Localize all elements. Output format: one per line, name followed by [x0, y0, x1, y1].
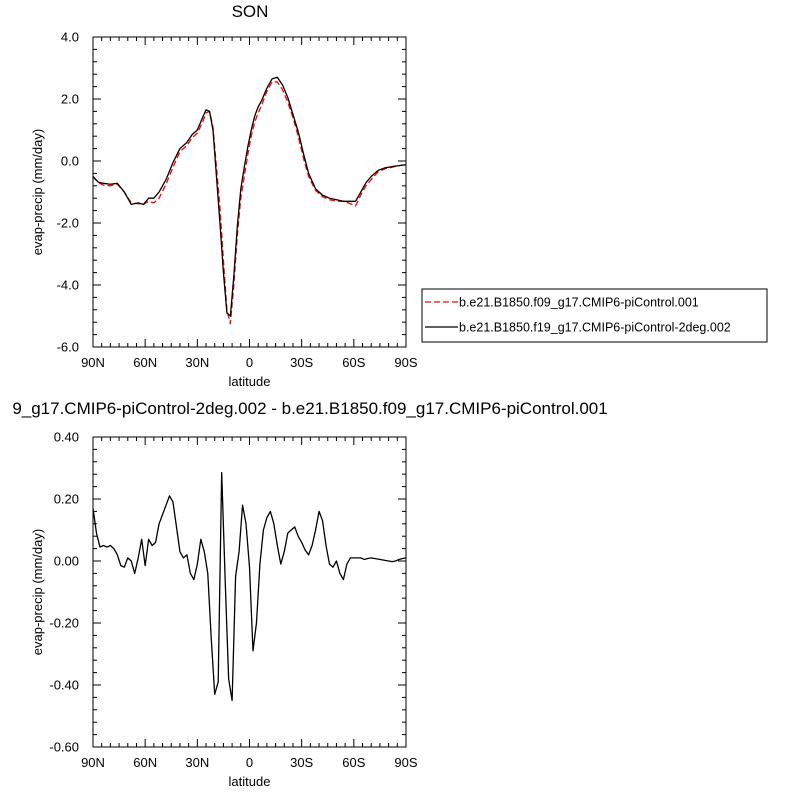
- y-tick-label: -0.40: [49, 678, 79, 693]
- legend-label-2: b.e21.B1850.f19_g17.CMIP6-piControl-2deg…: [459, 321, 731, 335]
- y-tick-label: 0.40: [54, 430, 79, 445]
- x-tick-label: 30N: [185, 355, 209, 370]
- y-tick-label: 0.20: [54, 492, 79, 507]
- chart-title: 9_g17.CMIP6-piControl-2deg.002 - b.e21.B…: [12, 399, 607, 418]
- x-axis-label: latitude: [229, 374, 271, 389]
- y-axis-label: evap-precip (mm/day): [30, 529, 45, 655]
- x-tick-label: 90N: [81, 355, 105, 370]
- y-tick-label: -6.0: [57, 340, 79, 355]
- x-tick-label: 60S: [342, 755, 365, 770]
- legend: b.e21.B1850.f09_g17.CMIP6-piControl.001b…: [421, 288, 768, 343]
- x-tick-label: 60S: [342, 355, 365, 370]
- y-tick-label: -0.60: [49, 740, 79, 755]
- series-line-1: [93, 81, 406, 325]
- series-line-1: [93, 472, 406, 702]
- legend-box: [421, 288, 768, 343]
- y-tick-label: -4.0: [57, 278, 79, 293]
- y-tick-label: 4.0: [61, 30, 79, 45]
- chart-title: SON: [232, 2, 269, 21]
- y-tick-label: -2.0: [57, 216, 79, 231]
- y-tick-label: -0.20: [49, 616, 79, 631]
- y-tick-label: 2.0: [61, 92, 79, 107]
- x-tick-label: 90S: [394, 355, 417, 370]
- x-tick-label: 60N: [133, 355, 157, 370]
- y-tick-label: 0.00: [54, 554, 79, 569]
- x-tick-label: 30S: [290, 755, 313, 770]
- plot-frame: [92, 436, 407, 748]
- x-tick-label: 30S: [290, 355, 313, 370]
- x-axis-label: latitude: [229, 774, 271, 789]
- y-tick-label: 0.0: [61, 154, 79, 169]
- x-tick-label: 0: [246, 355, 253, 370]
- y-axis-label: evap-precip (mm/day): [30, 129, 45, 255]
- x-tick-label: 60N: [133, 755, 157, 770]
- chart-panel-2: 9_g17.CMIP6-piControl-2deg.002 - b.e21.B…: [12, 399, 607, 789]
- x-tick-label: 90S: [394, 755, 417, 770]
- chart-panel-1: SON 90N 60N 30N 0 30S 60S 90S -6.0 -4.0 -2.0 0.0 2.0…: [30, 2, 418, 389]
- series-line-2: [93, 76, 406, 317]
- x-tick-label: 30N: [185, 755, 209, 770]
- x-tick-label: 90N: [81, 755, 105, 770]
- x-tick-label: 0: [246, 755, 253, 770]
- plot-frame: [92, 36, 407, 348]
- legend-label-1: b.e21.B1850.f09_g17.CMIP6-piControl.001: [459, 296, 699, 310]
